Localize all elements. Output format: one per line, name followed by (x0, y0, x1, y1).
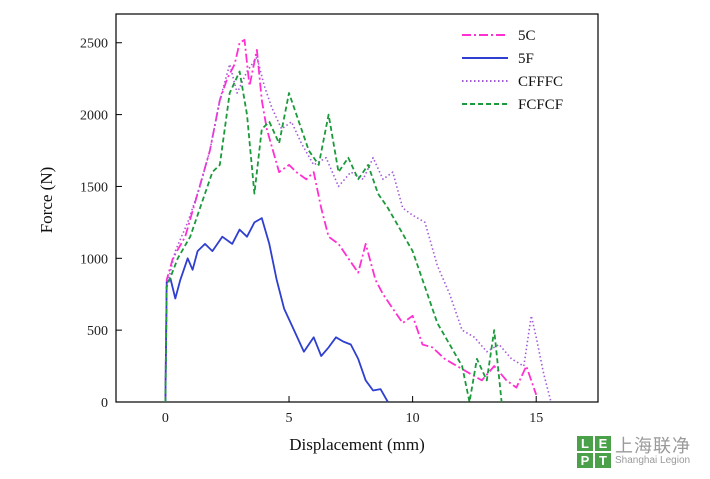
legend-label: 5C (518, 28, 536, 44)
legend-label: 5F (518, 51, 534, 67)
y-axis-title: Force (N) (37, 167, 56, 234)
logo-letter: L (577, 436, 593, 451)
y-tick-label: 2500 (80, 37, 108, 52)
logo-letter: P (577, 453, 593, 468)
series-line-cfffc (164, 56, 552, 403)
x-axis-title: Displacement (mm) (289, 435, 425, 454)
legend: 5C 5F CFFFC FCFCF (462, 28, 563, 113)
x-tick-label: 15 (529, 411, 543, 426)
series-layer (164, 39, 552, 403)
plot-frame (115, 13, 599, 403)
x-tick-label: 10 (406, 411, 420, 426)
y-tick-label: 0 (101, 396, 108, 411)
y-tick-label: 2000 (80, 109, 108, 124)
logo-letter: T (595, 453, 611, 468)
series-line-fcfcf (164, 70, 503, 403)
series-line-5c (164, 39, 538, 403)
logo-name-chinese: 上海联净 (615, 436, 691, 457)
y-tick-label: 1000 (80, 252, 108, 267)
logo-mark: L E P T (577, 436, 611, 468)
legend-label: FCFCF (518, 97, 563, 113)
y-tick-label: 500 (87, 324, 108, 339)
legend-label: CFFFC (518, 74, 563, 90)
watermark-logo: L E P T 上海联净 Shanghai Legion (577, 434, 707, 470)
logo-letter: E (595, 436, 611, 451)
x-tick-label: 5 (286, 411, 293, 426)
series-line-5f (164, 217, 389, 403)
x-tick-label: 0 (162, 411, 169, 426)
y-tick-label: 1500 (80, 180, 108, 195)
y-axis-ticks: 0 500 1000 1500 2000 2500 (80, 37, 122, 411)
logo-name-english: Shanghai Legion (615, 455, 691, 466)
x-axis-ticks: 0 5 10 15 (162, 396, 543, 426)
